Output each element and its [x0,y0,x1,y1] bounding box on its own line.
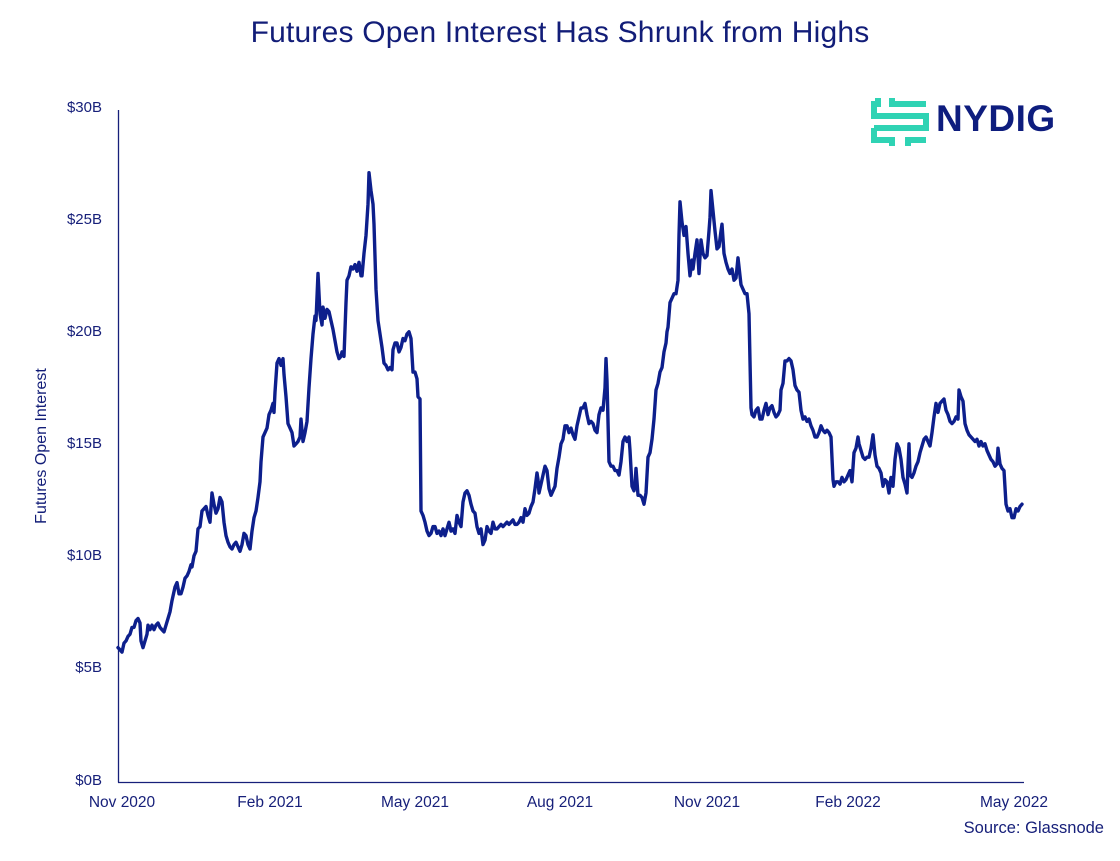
nydig-logo: NYDIG [870,94,1070,150]
x-tick-nov-2021: Nov 2021 [673,794,741,811]
y-tick-10: $10B [66,547,102,564]
y-tick-5: $5B [75,659,102,676]
x-tick-may-2021: May 2021 [380,794,450,811]
x-tick-nov-2020: Nov 2020 [88,794,156,811]
y-tick-20: $20B [66,323,102,340]
x-tick-feb-2022: Feb 2022 [815,794,881,811]
x-tick-feb-2021: Feb 2021 [237,794,303,811]
nydig-logo-text: NYDIG [936,98,1056,139]
y-tick-30: $30B [66,99,102,116]
y-tick-25: $25B [66,211,102,228]
chart-title: Futures Open Interest Has Shrunk from Hi… [250,16,870,49]
source-note: Source: Glassnode [963,819,1104,837]
nydig-bracket-logo-icon [871,98,929,146]
open-interest-line [116,171,1024,654]
y-tick-0: $0B [75,772,102,789]
x-tick-may-2022: May 2022 [979,794,1049,811]
x-tick-aug-2021: Aug 2021 [526,794,594,811]
y-tick-15: $15B [66,435,102,452]
